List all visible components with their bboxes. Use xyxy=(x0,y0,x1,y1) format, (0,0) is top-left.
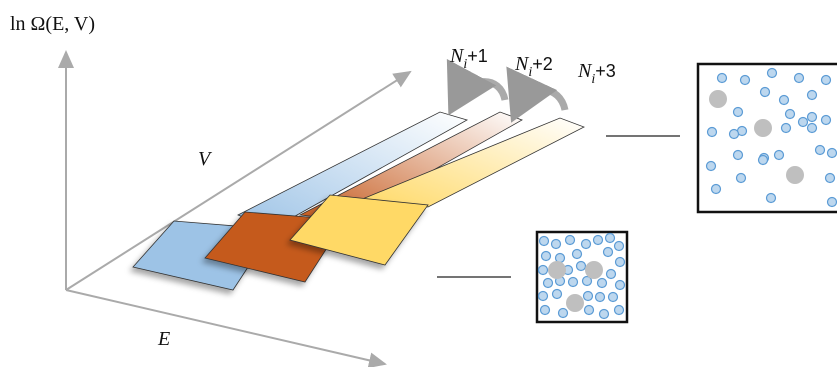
particle xyxy=(741,76,750,85)
n-label: Ni+2 xyxy=(514,53,553,80)
curved-arrow xyxy=(517,90,565,110)
suffix: +3 xyxy=(595,61,616,81)
n-label: Ni+1 xyxy=(449,45,488,72)
page: ln Ω(E, V) V E Ni+1Ni+2Ni+3 (() => { con… xyxy=(0,0,837,367)
particle xyxy=(782,124,791,133)
particle xyxy=(737,174,746,183)
particle xyxy=(808,113,817,122)
particle xyxy=(542,252,551,261)
particle xyxy=(544,279,553,288)
particle xyxy=(795,74,804,83)
diagram: ln Ω(E, V) V E Ni+1 Ni+2 Ni+3 xyxy=(0,0,837,367)
axis xyxy=(66,290,385,364)
particle xyxy=(734,108,743,117)
particle xyxy=(615,306,624,315)
particle xyxy=(598,279,607,288)
particle xyxy=(828,149,837,158)
particle xyxy=(712,185,721,194)
particle xyxy=(780,96,789,105)
particle xyxy=(582,240,591,249)
particle xyxy=(604,248,613,257)
particle xyxy=(573,250,582,259)
particle xyxy=(615,242,624,251)
particle xyxy=(767,194,776,203)
particle xyxy=(707,162,716,171)
particle xyxy=(616,281,625,290)
large-particle xyxy=(709,90,727,108)
particle xyxy=(600,310,609,319)
particle xyxy=(730,130,739,139)
suffix: +2 xyxy=(532,54,553,74)
particle xyxy=(808,91,817,100)
particle xyxy=(596,293,605,302)
particle xyxy=(569,278,578,287)
particle xyxy=(609,293,618,302)
large-particle xyxy=(585,261,603,279)
particle xyxy=(816,146,825,155)
particle xyxy=(799,118,808,127)
depth-axis-label: V xyxy=(198,148,213,170)
particle xyxy=(828,198,837,207)
particle xyxy=(539,266,548,275)
particle xyxy=(822,76,831,85)
particle xyxy=(786,110,795,119)
particle xyxy=(585,306,594,315)
x-axis-label: E xyxy=(157,328,170,350)
particle xyxy=(708,128,717,137)
particle xyxy=(768,69,777,78)
particle xyxy=(775,151,784,160)
n-label: Ni+3 xyxy=(577,60,616,87)
y-axis-label: ln Ω(E, V) xyxy=(10,13,95,35)
particle xyxy=(584,292,593,301)
particle xyxy=(607,270,616,279)
particle xyxy=(616,258,625,267)
particle xyxy=(577,262,586,271)
suffix: +1 xyxy=(467,46,488,66)
particle xyxy=(539,292,548,301)
curved-arrow xyxy=(455,82,505,103)
large-particle xyxy=(566,294,584,312)
particle xyxy=(761,88,770,97)
large-particle xyxy=(786,166,804,184)
particle xyxy=(759,156,768,165)
particle xyxy=(808,124,817,133)
particle xyxy=(566,236,575,245)
large-particle xyxy=(754,119,772,137)
particle xyxy=(734,151,743,160)
particle xyxy=(541,306,550,315)
particle xyxy=(553,290,562,299)
large-particle xyxy=(548,261,566,279)
particle xyxy=(559,309,568,318)
particle xyxy=(822,116,831,125)
particle xyxy=(552,240,561,249)
particle xyxy=(594,236,603,245)
particle xyxy=(826,174,835,183)
particle xyxy=(606,234,615,243)
particle xyxy=(540,237,549,246)
particle xyxy=(718,74,727,83)
